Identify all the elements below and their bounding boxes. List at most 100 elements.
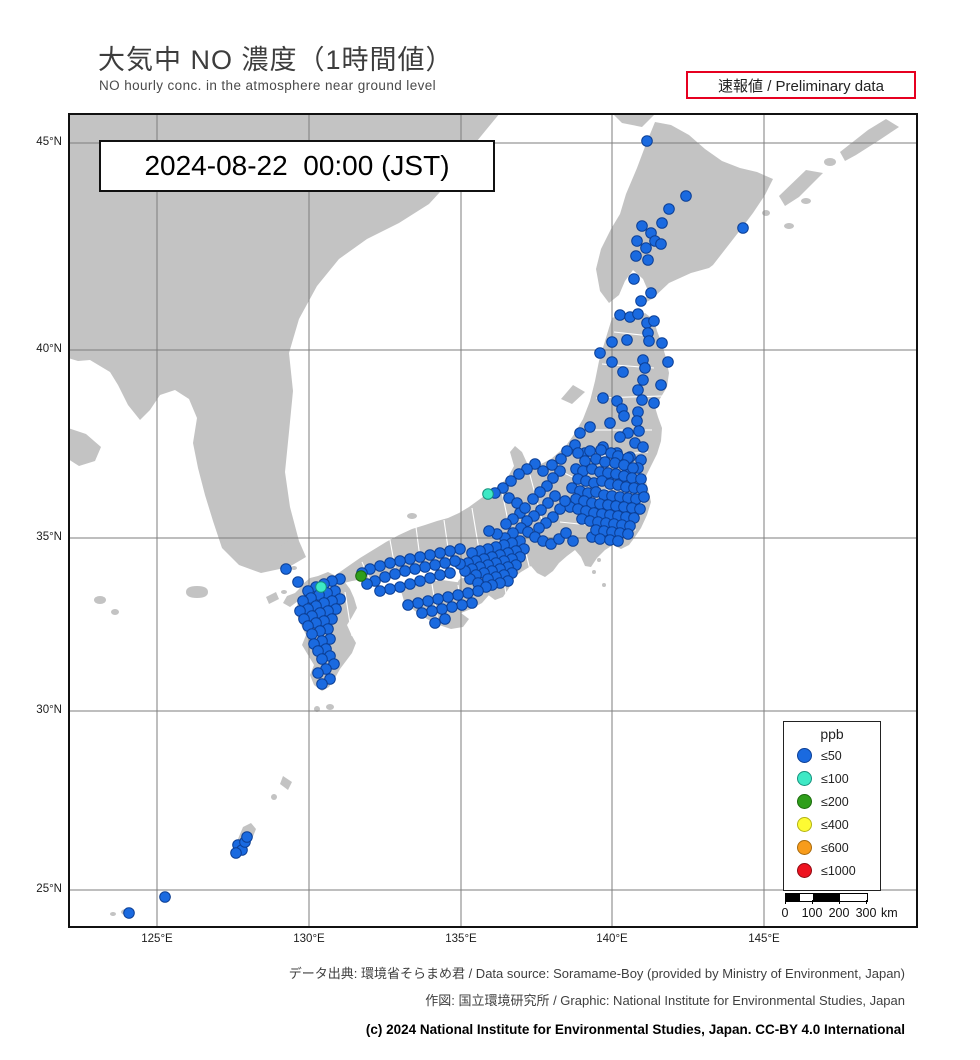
station-dot: [374, 585, 386, 597]
station-dot: [434, 569, 446, 581]
station-dot: [424, 572, 436, 584]
station-dot: [462, 587, 474, 599]
station-dot: [662, 356, 674, 368]
station-dot: [466, 597, 478, 609]
station-dot: [361, 578, 373, 590]
station-dot: [424, 549, 436, 561]
station-dot: [384, 583, 396, 595]
legend-item: ≤200: [784, 790, 880, 813]
station-dot: [434, 547, 446, 559]
timestamp-label: 2024-08-22 00:00 (JST): [144, 150, 450, 181]
station-dot: [292, 576, 304, 588]
station-dot: [656, 337, 668, 349]
island-kuril: [840, 119, 899, 161]
station-dot: [230, 847, 242, 859]
station-dot: [534, 486, 546, 498]
station-dot: [559, 495, 571, 507]
graticule-layer: [68, 113, 918, 928]
station-dot: [621, 334, 633, 346]
legend-swatch: [797, 840, 812, 855]
island-kuril: [801, 198, 811, 204]
lat-tick-label: 45°N: [36, 136, 62, 148]
station-dot: [614, 431, 626, 443]
station-dot: [414, 551, 426, 563]
station-dot: [416, 607, 428, 619]
station-dot: [630, 250, 642, 262]
legend-swatch: [797, 748, 812, 763]
station-dot: [549, 490, 561, 502]
legend-swatch: [797, 863, 812, 878]
station-dot: [737, 222, 749, 234]
station-dot: [617, 366, 629, 378]
page-subtitle: NO hourly conc. in the atmosphere near g…: [99, 78, 437, 93]
peninsula-shandong: [68, 428, 101, 466]
legend-swatch: [797, 771, 812, 786]
station-dot: [505, 475, 517, 487]
station-dot: [632, 308, 644, 320]
station-dot: [638, 491, 650, 503]
legend-label: ≤600: [821, 840, 849, 855]
scale-bar-segments: [785, 893, 868, 902]
station-dot: [439, 613, 451, 625]
station-dot: [574, 427, 586, 439]
station-dot: [537, 465, 549, 477]
station-dot: [634, 503, 646, 515]
station-dot: [680, 190, 692, 202]
station-dot: [519, 502, 531, 514]
station-dot: [637, 374, 649, 386]
station-dot: [444, 567, 456, 579]
island-sakhalin-tip: [612, 113, 656, 127]
timestamp-box: 2024-08-22 00:00 (JST): [99, 140, 495, 192]
legend-item: ≤1000: [784, 859, 880, 882]
station-dot: [606, 336, 618, 348]
station-dot: [527, 493, 539, 505]
scale-bar-value: 200: [828, 906, 850, 920]
lon-tick-label: 140°E: [596, 933, 628, 945]
map-figure: [68, 113, 918, 928]
station-dot: [439, 557, 451, 569]
station-dot: [442, 591, 454, 603]
island-kuril: [784, 223, 794, 229]
scale-bar-tick: [812, 900, 813, 904]
station-dot: [452, 589, 464, 601]
station-dot: [628, 273, 640, 285]
station-dot: [429, 559, 441, 571]
station-dot: [614, 309, 626, 321]
station-dot: [402, 599, 414, 611]
station-dot: [399, 565, 411, 577]
station-dot: [315, 581, 327, 593]
scale-bar-tick: [785, 900, 786, 904]
lon-tick-label: 130°E: [293, 933, 325, 945]
station-dot: [594, 533, 606, 545]
island-small: [94, 596, 106, 604]
station-dot: [637, 441, 649, 453]
station-dot: [631, 235, 643, 247]
lat-tick-label: 30°N: [36, 704, 62, 716]
station-dot: [636, 394, 648, 406]
preliminary-data-badge: 速報値 / Preliminary data: [686, 71, 916, 99]
lon-tick-label: 135°E: [445, 933, 477, 945]
scale-segment: [813, 894, 840, 901]
island-amami-s: [271, 794, 277, 800]
legend-swatch: [797, 794, 812, 809]
station-dot: [500, 518, 512, 530]
station-dot: [472, 585, 484, 597]
station-dot: [655, 379, 667, 391]
station-dot: [560, 527, 572, 539]
station-dot: [384, 557, 396, 569]
scale-bar-value: 100: [801, 906, 823, 920]
island-small: [111, 609, 119, 615]
station-dot: [394, 555, 406, 567]
island-amami: [280, 776, 292, 790]
japan-map: [68, 113, 918, 928]
island-tsushima: [281, 541, 291, 559]
legend-label: ≤100: [821, 771, 849, 786]
legend-item: ≤600: [784, 836, 880, 859]
station-dot: [542, 497, 554, 509]
scale-bar-value: 300: [855, 906, 877, 920]
station-dot: [482, 488, 494, 500]
station-dot: [444, 545, 456, 557]
station-dot: [159, 891, 171, 903]
station-dot: [631, 415, 643, 427]
station-dot: [426, 605, 438, 617]
